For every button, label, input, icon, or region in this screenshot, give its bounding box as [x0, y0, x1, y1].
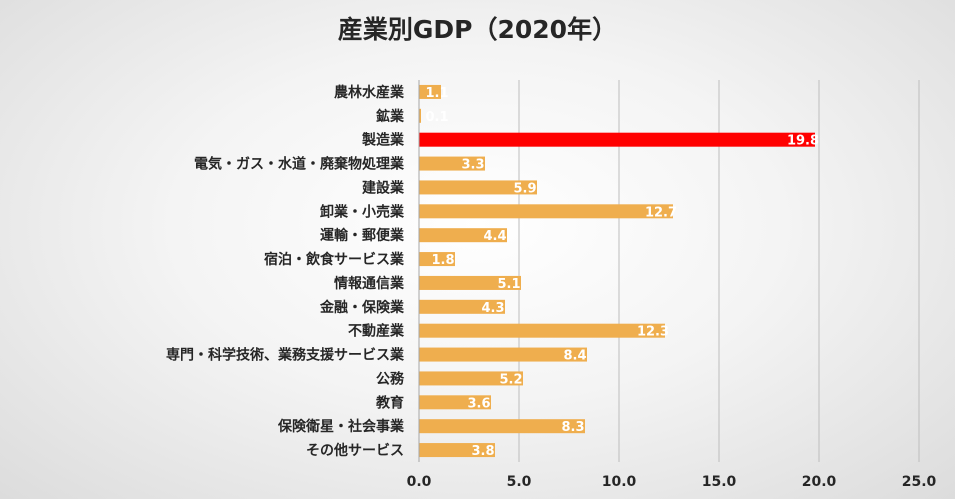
category-label: 鉱業: [376, 108, 405, 125]
data-label: 0.1: [425, 110, 448, 125]
data-label: 5.9: [513, 181, 536, 196]
x-tick-label: 10.0: [602, 474, 637, 490]
data-label: 12.3: [637, 325, 669, 340]
category-label: 不動産業: [348, 323, 405, 340]
data-label: 3.3: [461, 158, 484, 173]
bar[interactable]: [419, 347, 587, 362]
x-tick-label: 20.0: [802, 474, 837, 490]
data-label: 12.7: [645, 205, 677, 220]
x-tick-label: 0.0: [407, 474, 432, 490]
category-label: 専門・科学技術、業務支援サービス業: [166, 347, 405, 364]
bar[interactable]: [419, 275, 521, 290]
x-tick-label: 15.0: [702, 474, 737, 490]
data-label: 5.2: [499, 372, 522, 387]
category-label: 金融・保険業: [319, 299, 405, 316]
data-label: 4.3: [481, 301, 504, 316]
bar[interactable]: [419, 443, 495, 458]
category-label: 農林水産業: [334, 84, 405, 101]
bar[interactable]: [419, 132, 815, 147]
bar[interactable]: [419, 84, 441, 99]
data-label: 8.3: [561, 420, 584, 435]
bar[interactable]: [419, 371, 523, 386]
x-tick-label: 5.0: [507, 474, 532, 490]
data-label: 1.1: [425, 86, 448, 101]
bar[interactable]: [419, 156, 485, 171]
category-label: 教育: [376, 394, 404, 411]
category-label: 電気・ガス・水道・廃棄物処理業: [194, 156, 405, 173]
data-label: 19.8: [787, 134, 819, 149]
bar[interactable]: [419, 228, 507, 243]
bar[interactable]: [419, 108, 421, 123]
data-label: 8.4: [563, 349, 586, 364]
category-label: 運輸・郵便業: [320, 227, 405, 244]
bar[interactable]: [419, 252, 455, 267]
category-label: 製造業: [361, 132, 405, 149]
bar[interactable]: [419, 180, 537, 195]
data-label: 3.6: [467, 396, 490, 411]
bar[interactable]: [419, 204, 673, 219]
bar[interactable]: [419, 299, 505, 314]
bar[interactable]: [419, 419, 585, 434]
data-label: 4.4: [483, 229, 506, 244]
category-label: 卸業・小売業: [320, 203, 405, 220]
category-label: 宿泊・飲食サービス業: [264, 251, 405, 268]
category-label: その他サービス: [306, 442, 404, 459]
category-label: 建設業: [362, 179, 405, 196]
category-label: 情報通信業: [334, 275, 405, 292]
bar[interactable]: [419, 395, 491, 410]
data-label: 5.1: [497, 277, 520, 292]
category-label: 公務: [376, 370, 405, 387]
chart-title: 産業別GDP（2020年）: [337, 15, 618, 44]
data-label: 1.8: [431, 253, 454, 268]
category-label: 保険衛星・社会事業: [277, 418, 405, 435]
x-tick-label: 25.0: [902, 474, 937, 490]
data-label: 3.8: [471, 444, 494, 459]
bar[interactable]: [419, 323, 665, 338]
